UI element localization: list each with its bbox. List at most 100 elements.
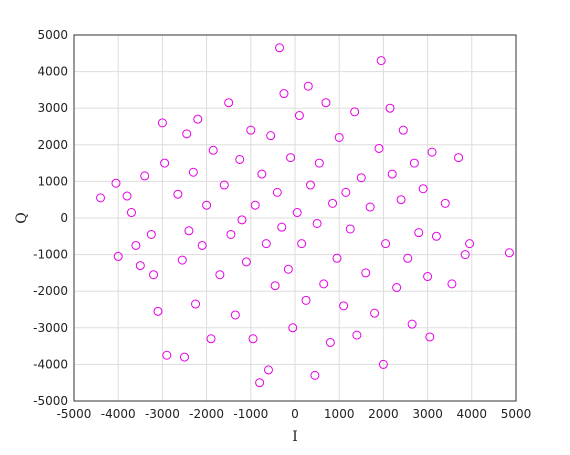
data-point (173, 189, 183, 199)
data-point (235, 154, 245, 164)
data-point (303, 81, 313, 91)
data-point (392, 283, 402, 293)
y-tick-label: 3000 (37, 101, 68, 115)
x-axis-label: I (292, 429, 298, 445)
data-point (288, 323, 298, 333)
data-point (409, 158, 419, 168)
data-point (146, 229, 156, 239)
x-tick-label: 5000 (501, 407, 532, 421)
data-point (257, 169, 267, 179)
data-point (321, 98, 331, 108)
data-points (96, 43, 514, 388)
data-point (378, 359, 388, 369)
x-tick-label: 1000 (324, 407, 355, 421)
data-point (341, 187, 351, 197)
data-point (376, 56, 386, 66)
data-point (398, 125, 408, 135)
data-point (381, 239, 391, 249)
data-point (277, 222, 287, 232)
data-point (263, 365, 273, 375)
data-point (361, 268, 371, 278)
data-point (140, 171, 150, 181)
x-tick-label: 0 (291, 407, 299, 421)
data-point (193, 114, 203, 124)
data-point (255, 378, 265, 388)
data-point (352, 330, 362, 340)
data-point (301, 295, 311, 305)
data-point (425, 332, 435, 342)
x-tick-label: -1000 (233, 407, 268, 421)
data-point (504, 248, 514, 258)
data-point (407, 319, 417, 329)
data-point (135, 261, 145, 271)
data-point (246, 125, 256, 135)
x-tick-labels: -5000 -4000 -3000 -2000 -1000 0 1000 2000 3000 40… (57, 407, 532, 421)
data-point (250, 200, 260, 210)
data-point (283, 264, 293, 274)
data-point (219, 180, 229, 190)
data-point (297, 239, 307, 249)
data-point (374, 143, 384, 153)
data-point (208, 145, 218, 155)
data-point (328, 198, 338, 208)
x-tick-label: 4000 (457, 407, 488, 421)
data-point (157, 118, 167, 128)
data-point (319, 279, 329, 289)
data-point (365, 202, 375, 212)
data-point (396, 195, 406, 205)
data-point (202, 200, 212, 210)
data-point (122, 191, 132, 201)
data-point (286, 153, 296, 163)
data-point (237, 215, 247, 225)
y-tick-label: 2000 (37, 138, 68, 152)
data-point (226, 229, 236, 239)
data-point (131, 240, 141, 250)
data-point (272, 187, 282, 197)
y-tick-label: -4000 (33, 357, 68, 371)
data-point (385, 103, 395, 113)
y-tick-label: -2000 (33, 284, 68, 298)
data-point (197, 240, 207, 250)
data-point (162, 350, 172, 360)
data-point (279, 89, 289, 99)
y-tick-label: -5000 (33, 394, 68, 408)
data-point (275, 43, 285, 53)
data-point (427, 147, 437, 157)
data-point (261, 239, 271, 249)
data-point (332, 253, 342, 263)
y-tick-label: 5000 (37, 28, 68, 42)
data-point (111, 178, 121, 188)
grid (73, 34, 517, 402)
y-tick-label: 0 (60, 211, 68, 225)
x-tick-label: -3000 (145, 407, 180, 421)
data-point (180, 352, 189, 362)
data-point (454, 153, 464, 163)
data-point (270, 281, 280, 291)
plot-frame (73, 34, 517, 402)
data-point (325, 337, 335, 347)
data-point (431, 231, 441, 241)
data-point (266, 131, 276, 141)
x-tick-label: 3000 (412, 407, 443, 421)
data-point (96, 193, 106, 203)
data-point (241, 257, 251, 267)
x-tick-label: 2000 (368, 407, 399, 421)
data-point (191, 299, 201, 309)
data-point (314, 158, 324, 168)
data-point (423, 272, 433, 282)
data-point (160, 158, 170, 168)
y-axis-label: Q (14, 212, 30, 223)
y-tick-labels: -5000 -4000 -3000 -2000 -1000 0 1000 2000 3000 40… (33, 28, 68, 408)
data-point (356, 173, 366, 183)
x-tick-label: -4000 (101, 407, 136, 421)
data-point (184, 226, 194, 236)
y-tick-label: 1000 (37, 174, 68, 188)
data-point (292, 208, 302, 218)
data-point (418, 184, 428, 194)
x-tick-label: -5000 (57, 407, 92, 421)
x-tick-label: -2000 (189, 407, 224, 421)
data-point (149, 270, 159, 280)
y-tick-label: -3000 (33, 321, 68, 335)
data-point (177, 255, 187, 265)
